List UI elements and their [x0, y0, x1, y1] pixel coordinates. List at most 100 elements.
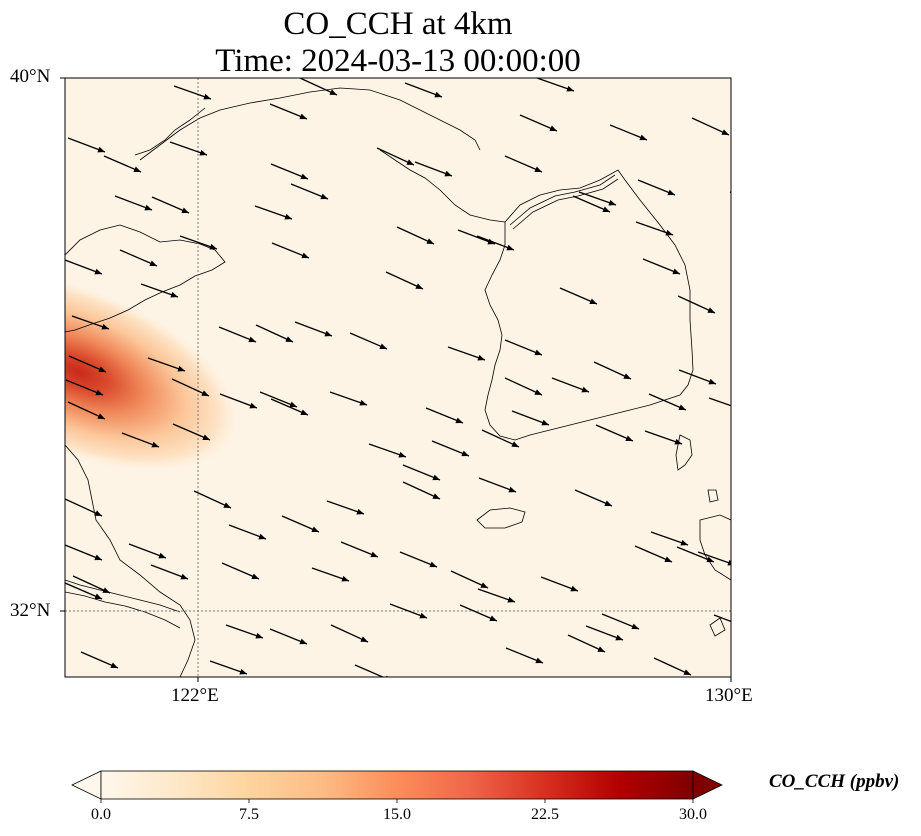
wind-arrow-head	[251, 573, 259, 579]
islet-1	[707, 489, 719, 503]
wind-arrow-head	[398, 451, 406, 458]
kyushu-coast	[699, 514, 731, 581]
co-plume	[65, 250, 360, 510]
wind-arrow-head	[201, 390, 209, 396]
coastlines	[65, 87, 731, 677]
wind-arrow-head	[615, 634, 623, 641]
wind-arrow-head	[406, 159, 414, 165]
wind-arrow-head	[110, 662, 118, 668]
wind-arrow-head	[341, 575, 349, 582]
plot-subtitle: Time: 2024-03-13 00:00:00	[215, 43, 581, 79]
yangtze-2	[65, 591, 181, 629]
wind-arrow-head	[258, 533, 266, 540]
wind-arrow-head	[289, 401, 297, 408]
islet-2	[709, 617, 726, 637]
wind-vectors	[65, 78, 731, 677]
colorbar-label: CO_CCH (ppbv)	[769, 771, 900, 792]
colorbar-tick-4: 30.0	[679, 806, 707, 823]
wind-arrow-head	[300, 409, 308, 415]
colorbar-tick-3: 22.5	[531, 806, 559, 823]
wind-arrow-head	[623, 373, 631, 379]
plot-title: CO_CCH at 4km	[283, 6, 513, 42]
wind-arrow-head	[625, 435, 633, 441]
wind-arrow-head	[144, 204, 152, 211]
wind-arrow-head	[300, 173, 308, 180]
wind-arrow-head	[708, 378, 716, 385]
wind-arrow-head	[415, 283, 423, 289]
wind-arrow-head	[665, 229, 673, 236]
wind-arrow-head	[299, 113, 307, 120]
wind-arrow-head	[360, 636, 368, 642]
wind-arrow-head	[94, 510, 102, 516]
map-frame	[64, 77, 732, 678]
wind-arrow-head	[426, 238, 434, 244]
wind-arrow-head	[177, 365, 185, 372]
wind-arrow-head	[158, 552, 166, 559]
tsushima	[675, 434, 693, 471]
wind-arrow-head	[535, 657, 543, 664]
wind-arrow-head	[284, 213, 292, 220]
wind-arrow-head	[507, 596, 515, 603]
wind-arrow-head	[727, 559, 731, 566]
korea-border-2	[512, 178, 619, 230]
wind-arrow-head	[432, 474, 440, 481]
wind-arrow-head	[311, 526, 319, 532]
colorbar-gradient	[100, 770, 694, 800]
wind-arrow-head	[379, 343, 387, 349]
wind-arrow-head	[604, 500, 612, 506]
wind-arrow-head	[356, 508, 364, 515]
wind-arrow-head	[541, 419, 549, 426]
wind-arrow-head	[203, 93, 211, 100]
wind-arrow-head	[680, 539, 688, 546]
lon-label-130e: 130°E	[705, 685, 753, 706]
colorbar-max-extend	[692, 770, 723, 800]
wind-arrow-head	[432, 493, 440, 499]
bohai-coast	[134, 107, 206, 156]
wind-arrow-head	[511, 441, 519, 447]
wind-arrow-head	[95, 389, 103, 396]
wind-arrow-head	[285, 336, 293, 342]
wind-arrow-head	[672, 268, 680, 275]
lat-label-32n: 32°N	[10, 600, 51, 621]
wind-arrow-head	[329, 89, 337, 95]
wind-arrow-head	[429, 561, 437, 568]
wind-arrow-head	[664, 556, 672, 562]
wind-arrow-head	[566, 85, 574, 92]
wind-arrow-head	[508, 486, 516, 493]
colorbar-min-extend	[71, 770, 102, 800]
wind-arrow	[713, 614, 731, 623]
yangtze-1	[65, 579, 181, 613]
wind-arrow-head	[461, 450, 469, 457]
wind-arrow-head	[480, 582, 488, 588]
liaoning-coast	[379, 149, 506, 223]
wind-arrow-head	[299, 638, 307, 645]
wind-arrow-head	[667, 189, 675, 196]
korea-coast	[484, 169, 694, 441]
wind-arrow-head	[223, 502, 231, 508]
wind-arrow-head	[202, 434, 210, 440]
jiangsu-coast	[65, 444, 196, 677]
colorbar-tick-1: 7.5	[239, 806, 259, 823]
lon-label-122e: 122°E	[171, 685, 219, 706]
wind-arrow-head	[706, 556, 714, 563]
wind-arrow-head	[707, 307, 715, 313]
wind-arrow-head	[301, 252, 309, 259]
wind-arrow-head	[589, 298, 597, 304]
wind-arrow-head	[151, 441, 159, 448]
wind-arrow-head	[181, 207, 189, 213]
jeju-island	[476, 507, 526, 529]
wind-arrow-head	[320, 193, 328, 200]
wind-arrow-head	[170, 291, 178, 298]
wind-arrow-head	[359, 399, 367, 406]
wind-arrow-head	[477, 354, 485, 361]
wind-arrow-head	[602, 206, 610, 212]
wind-arrow-head	[255, 632, 263, 639]
wind-arrow-head	[97, 413, 105, 419]
wind-arrow-head	[149, 260, 157, 266]
wind-arrow-head	[608, 199, 616, 206]
wind-arrow-head	[631, 623, 639, 630]
wind-arrow-head	[98, 366, 106, 372]
wind-arrow-head	[534, 389, 542, 395]
wind-arrow-head	[434, 91, 442, 98]
wind-arrow-head	[683, 669, 691, 675]
